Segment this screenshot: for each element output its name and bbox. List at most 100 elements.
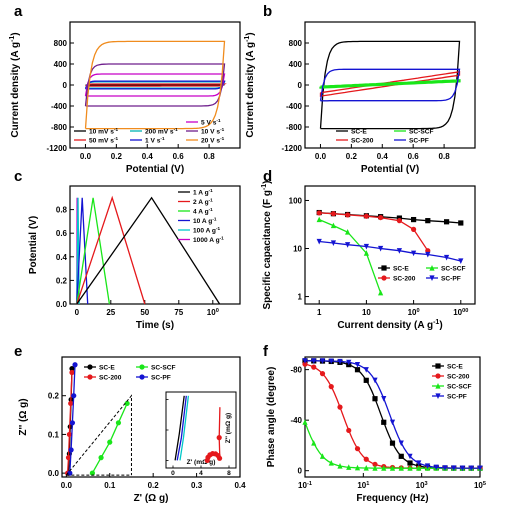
legend-e-2-marker: [139, 364, 145, 370]
y-tick-label: -400: [51, 102, 68, 111]
bode-point-SC-PF: [407, 453, 413, 460]
y-tick-label: 0: [63, 81, 68, 90]
capacitance-point-SC-E: [443, 219, 450, 225]
y-tick-label: 0.0: [48, 469, 60, 478]
x-tick-label: 0.2: [148, 481, 160, 490]
x-tick-label: 25: [106, 308, 115, 317]
legend-d-1-marker: [381, 275, 387, 281]
x-axis-title: Time (s): [136, 320, 174, 331]
x-tick-label: 10-1: [298, 481, 312, 490]
y-axis-title: Potential (V): [28, 216, 39, 274]
cv-curve-10-mV-s-1: [85, 84, 225, 86]
inset-curve-SC-PF: [176, 395, 187, 461]
legend-c-3-label: 10 A g-1: [193, 216, 217, 225]
legend-a-3-label: 1 V s-1: [145, 136, 165, 145]
y-tick-label: 0.2: [48, 392, 60, 401]
legend-e-0-marker: [87, 364, 93, 370]
y-tick-label: 0.2: [56, 276, 68, 285]
capacitance-point-SC-E: [458, 220, 464, 226]
panel-f: 10-1 101 103 105 -80 -40 0 Frequency (Hz) Phase …: [263, 343, 486, 504]
legend-a-2-label: 200 mV s-1: [145, 127, 178, 136]
capacitance-point-SC-PF: [396, 248, 402, 254]
nyquist-point-SC-200: [65, 455, 72, 461]
inset-curve-SC-E: [174, 395, 185, 461]
nyquist-point-SC-PF: [68, 447, 74, 453]
y-tick-label: -1200: [282, 144, 303, 153]
legend-b-1-label: SC-200: [351, 137, 374, 144]
legend-a-0-label: 10 mV s-1: [89, 127, 118, 136]
legend-f-3-marker: [435, 393, 441, 399]
legend-d-2-marker: [429, 265, 435, 271]
bode-point-SC-SCF: [363, 465, 369, 471]
x-tick-label: 0.6: [173, 152, 185, 161]
legend-f-3-label: SC-PF: [447, 393, 467, 400]
bode-point-SC-PF: [459, 465, 466, 472]
nyquist-point-SC-200: [68, 400, 74, 407]
x-tick-label: 0.8: [439, 152, 451, 161]
capacitance-point-SC-200: [316, 210, 322, 216]
bode-point-SC-SCF: [398, 465, 404, 471]
y-tick-label: -80: [290, 366, 302, 375]
legend-e-1-marker: [87, 374, 93, 380]
bode-point-SC-200: [346, 427, 352, 434]
legend-a-4-label: 5 V s-1: [201, 118, 221, 127]
legend-f-1-label: SC-200: [447, 373, 470, 380]
capacitance-point-SC-200: [330, 211, 337, 217]
bode-point-SC-SCF: [381, 465, 387, 471]
y-tick-label: -800: [51, 123, 68, 132]
cv-curve-1-V-s-1: [84, 80, 226, 90]
plot-frame-c: [69, 185, 241, 305]
legend-d-2-label: SC-SCF: [441, 265, 466, 272]
cv-curve-5-V-s-1: [84, 73, 226, 97]
nyquist-point-SC-PF: [72, 362, 78, 368]
x-axis-title: Z' (Ω g): [134, 493, 169, 504]
bode-point-SC-200: [319, 371, 326, 377]
bode-point-SC-SCF: [354, 464, 361, 471]
bode-point-SC-SCF: [302, 419, 308, 425]
capacitance-point-SC-PF: [345, 242, 351, 248]
legend-d-0-marker: [381, 265, 387, 271]
nyquist-curve-SC-SCF: [91, 403, 128, 474]
y-tick-label: 100: [289, 196, 303, 205]
y-tick-label: 0.0: [56, 300, 68, 309]
capacitance-point-SC-PF: [316, 238, 322, 245]
legend-f-0-marker: [435, 363, 441, 369]
capacitance-point-SC-SCF: [378, 289, 384, 296]
y-tick-label: 0: [298, 81, 303, 90]
cv-curve-SC-PF: [319, 68, 461, 102]
capacitance-point-SC-SCF: [363, 250, 370, 256]
legend-e-2-label: SC-SCF: [151, 364, 176, 371]
cv-curve-SC-E: [319, 40, 461, 130]
bode-point-SC-200: [337, 404, 343, 410]
cv-curve-10-V-s-1: [84, 63, 226, 107]
inset-x-tick-label: 4: [199, 470, 203, 477]
x-tick-label: 105: [474, 481, 486, 490]
capacitance-point-SC-E: [410, 216, 417, 223]
capacitance-point-SC-PF: [425, 251, 431, 258]
capacitance-line-SC-PF: [319, 240, 461, 262]
y-tick-label: 1: [298, 293, 303, 302]
cv-curve-SC-SCF: [319, 79, 461, 89]
legend-d-0-label: SC-E: [393, 265, 409, 272]
y-tick-label: -1200: [47, 144, 68, 153]
bode-point-SC-PF: [433, 464, 439, 471]
x-tick-label: 0.0: [61, 481, 73, 490]
capacitance-point-SC-PF: [378, 245, 384, 252]
plot-frame-f: [304, 356, 481, 478]
x-tick-label: 0.2: [111, 152, 123, 161]
capacitance-point-SC-PF: [330, 240, 337, 247]
x-tick-label: 0: [75, 308, 80, 317]
capacitance-point-SC-200: [378, 214, 384, 221]
bode-point-SC-SCF: [407, 465, 413, 471]
capacitance-point-SC-SCF: [316, 216, 322, 223]
x-tick-label: 0.0: [315, 152, 327, 161]
bode-point-SC-E: [389, 440, 396, 446]
x-tick-label: 0.2: [346, 152, 358, 161]
x-tick-label: 100: [207, 308, 219, 317]
inset-point-SC-200: [216, 455, 223, 461]
capacitance-point-SC-PF: [458, 258, 464, 264]
inset-curve-SC-SCF-inset: [179, 395, 190, 461]
plot-frame-d: [304, 185, 476, 305]
bode-point-SC-SCF: [416, 465, 422, 471]
